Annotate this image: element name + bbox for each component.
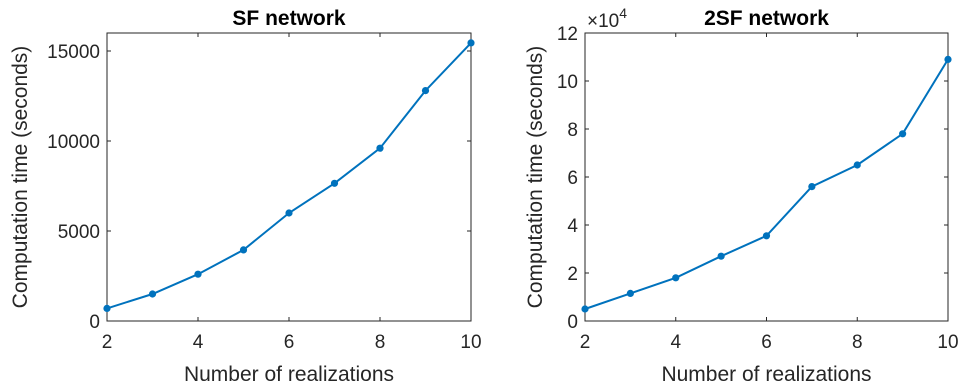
- chart-1: 2 4 6 8 10 0 5000 10000 15000 SF network Number of…: [9, 7, 482, 386]
- chart-2-x-axis-label: Number of realizations: [661, 363, 871, 386]
- chart-2-y-tick-label: 2: [567, 264, 578, 285]
- chart-2-data-point: [717, 252, 725, 260]
- chart-1-x-tick-label: 2: [102, 332, 113, 353]
- chart-2-title: 2SF network: [704, 7, 829, 30]
- chart-2-y-tick-label: 10: [557, 72, 578, 93]
- chart-1-x-tick-label: 4: [193, 332, 204, 353]
- chart-2-y-tick-label: 6: [567, 168, 578, 189]
- chart-1-data-point: [285, 209, 293, 217]
- chart-1-x-tick-label: 6: [284, 332, 295, 353]
- chart-2-y-axis-label: Computation time (seconds): [524, 46, 547, 309]
- chart-1-data-point: [103, 304, 111, 312]
- chart-1-x-tick-label: 8: [375, 332, 386, 353]
- chart-2-x-tick-label: 8: [852, 332, 863, 353]
- chart-2-data-point: [626, 289, 634, 297]
- chart-1-data-point: [330, 179, 339, 187]
- chart-1-y-tick-label: 0: [89, 312, 100, 333]
- chart-2-data-point: [672, 274, 680, 282]
- chart-1-y-axis-label: Computation time (seconds): [9, 46, 32, 309]
- chart-1-series-line: [106, 42, 472, 310]
- chart-2-x-tick-label: 4: [670, 332, 681, 353]
- chart-2-x-tick-label: 6: [761, 332, 772, 353]
- chart-2-data-point: [762, 232, 771, 240]
- chart-2-data-point: [808, 183, 816, 191]
- chart-2-y-tick-label: 0: [567, 312, 578, 333]
- chart-1-data-point: [239, 246, 248, 254]
- chart-1-data-point: [376, 144, 384, 152]
- chart-1-x-axis-label: Number of realizations: [184, 363, 394, 386]
- chart-2-exponent-label: ×104: [587, 5, 627, 32]
- chart-2-y-tick-label: 8: [567, 120, 578, 141]
- chart-1-data-point: [194, 270, 202, 278]
- chart-1-y-tick-label: 5000: [58, 222, 100, 243]
- chart-1-data-point: [148, 290, 157, 298]
- chart-1-y-tick-label: 10000: [47, 132, 100, 153]
- chart-2-axes-box: [584, 32, 949, 322]
- chart-2-series-line: [584, 58, 949, 310]
- chart-1-axes-box: [106, 32, 472, 322]
- chart-2-exponent-power: 4: [619, 5, 627, 21]
- chart-2-data-point: [853, 161, 861, 169]
- chart-1-data-point: [467, 39, 475, 47]
- chart-2-y-tick-label: 12: [557, 24, 578, 45]
- chart-1-y-tick-label: 15000: [47, 42, 100, 63]
- chart-1-data-point: [421, 87, 430, 95]
- chart-2-y-tick-label: 4: [567, 216, 578, 237]
- chart-1-x-tick-label: 10: [460, 332, 481, 353]
- chart-2-data-point: [899, 130, 907, 138]
- chart-2-data-point: [944, 55, 952, 64]
- chart-2-x-tick-label: 10: [937, 332, 958, 353]
- chart-2-x-tick-label: 2: [580, 332, 591, 353]
- chart-2-data-point: [581, 305, 589, 313]
- chart-1-title: SF network: [232, 7, 346, 30]
